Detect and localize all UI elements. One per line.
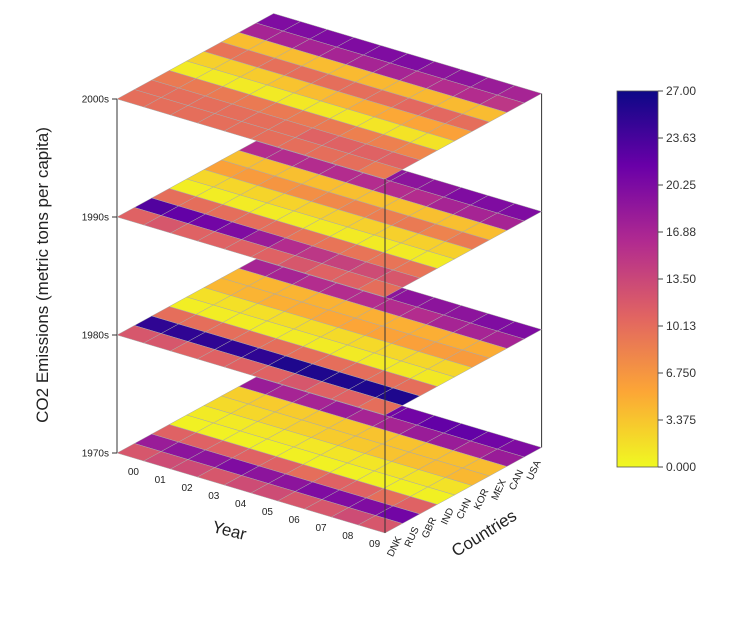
- x-axis-title: Year: [210, 517, 248, 544]
- x-tick-label: 00: [128, 467, 140, 478]
- heatmap-cell: [357, 397, 404, 416]
- colorbar-tick-label: 13.50: [666, 272, 696, 286]
- y-tick-label: RUS: [403, 525, 422, 549]
- colorbar-tick-label: 27.00: [666, 84, 696, 98]
- heatmap-cell: [357, 161, 404, 180]
- y-tick-label: MEX: [490, 478, 509, 503]
- layer-1980s: [116, 249, 543, 416]
- y-tick-label: GBR: [420, 516, 439, 540]
- z-tick-label: 1980s: [82, 331, 109, 342]
- x-tick-label: 01: [155, 475, 167, 486]
- y-tick-label: CHN: [455, 497, 474, 521]
- layer-1970s: [116, 367, 543, 534]
- colorbar-tick-label: 10.13: [666, 319, 696, 333]
- colorbar-ticks: 0.000 3.375 6.750 10.13 13.50 16.88 20.25 23.63…: [658, 84, 696, 474]
- x-tick-label: 03: [208, 491, 220, 502]
- x-tick-label: 09: [369, 539, 381, 550]
- colorbar-strip: [616, 90, 659, 468]
- colorbar-tick-label: 20.25: [666, 178, 696, 192]
- z-tick-label: 2000s: [82, 95, 109, 106]
- x-tick-label: 06: [289, 515, 301, 526]
- y-tick-label: USA: [525, 459, 544, 483]
- z-tick-label: 1990s: [82, 213, 109, 224]
- colorbar-tick-label: 3.375: [666, 413, 696, 427]
- y-tick-label: DNK: [386, 535, 405, 559]
- heatmap-layers: [116, 13, 543, 534]
- layer-2000s: [116, 13, 543, 180]
- z-axis-title: CO2 Emissions (metric tons per capita): [33, 127, 52, 423]
- colorbar-tick-label: 6.750: [666, 366, 696, 380]
- x-tick-label: 02: [181, 483, 193, 494]
- heatmap-cell: [357, 279, 404, 298]
- heatmap-cell: [357, 515, 404, 534]
- x-tick-label: 04: [235, 499, 247, 510]
- x-tick-label: 08: [342, 531, 354, 542]
- colorbar-tick-label: 16.88: [666, 225, 696, 239]
- z-tick-label: 1970s: [82, 449, 109, 460]
- x-tick-label: 07: [315, 523, 327, 534]
- colorbar: 0.000 3.375 6.750 10.13 13.50 16.88 20.25 23.63…: [616, 84, 696, 474]
- colorbar-tick-label: 23.63: [666, 131, 696, 145]
- y-tick-label: CAN: [507, 468, 526, 492]
- x-tick-label: 05: [262, 507, 274, 518]
- colorbar-tick-label: 0.000: [666, 460, 696, 474]
- y-tick-label: KOR: [472, 487, 491, 511]
